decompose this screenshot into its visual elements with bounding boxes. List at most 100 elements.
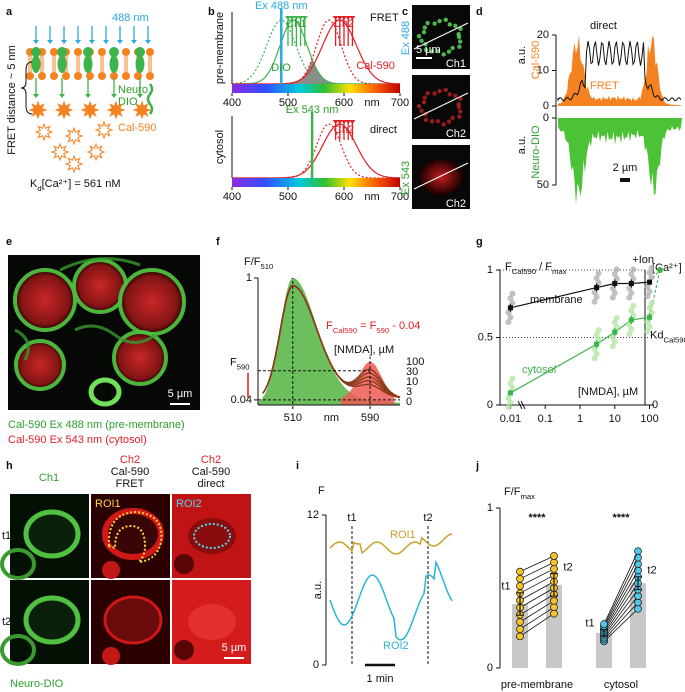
cell — [118, 268, 186, 336]
dye-molecule — [132, 100, 152, 120]
cell — [23, 509, 81, 559]
dye-molecule — [64, 126, 84, 146]
label: a.u. — [516, 46, 528, 64]
excitation-arrow-head — [145, 40, 151, 44]
pair-line — [519, 581, 555, 601]
replicate — [611, 271, 618, 278]
data-point — [628, 317, 634, 323]
puncta — [437, 88, 442, 94]
puncta — [446, 49, 452, 54]
label-part: / F — [536, 261, 552, 273]
label: Ch2 — [334, 124, 354, 136]
lipid-head — [62, 72, 70, 80]
sensor-area — [258, 278, 400, 405]
cell — [419, 159, 463, 195]
y-tick-label: 0 — [487, 399, 493, 411]
puncta — [456, 102, 461, 107]
label: FRET — [590, 80, 619, 92]
puncta — [450, 45, 455, 51]
puncta — [458, 96, 463, 102]
x-tick-label: 0.01 — [500, 413, 521, 425]
label-part: Cal590 — [512, 267, 536, 276]
puncta — [450, 115, 455, 121]
cell — [13, 268, 77, 332]
cell-ring — [88, 377, 122, 407]
label: FRET — [370, 12, 399, 24]
replicate — [550, 609, 558, 618]
x-tick-label: 500 — [279, 97, 297, 109]
replicate — [593, 294, 600, 300]
cell — [102, 647, 120, 665]
x-tick-label: 100 — [640, 413, 658, 425]
puncta — [429, 49, 435, 54]
y-tick-label: 1 — [487, 264, 493, 276]
puncta — [421, 100, 427, 105]
replicate — [644, 283, 651, 290]
puncta — [423, 47, 429, 53]
excitation-arrow-head — [89, 40, 95, 44]
label-part: Cal590 — [663, 335, 685, 344]
series-label: t2 — [563, 562, 572, 574]
replicate — [613, 314, 620, 321]
label: direct — [370, 124, 397, 136]
x-tick-label: 600 — [335, 97, 353, 109]
sensor-head — [31, 47, 41, 57]
replicate — [646, 304, 653, 311]
label: F/F510 — [244, 256, 273, 271]
scale-bar — [620, 178, 630, 182]
pair-line — [603, 563, 639, 629]
cell — [102, 561, 120, 579]
replicate — [600, 620, 608, 629]
puncta — [457, 114, 462, 119]
x-tick-label: 10 — [609, 413, 621, 425]
lipid-head — [86, 72, 94, 80]
replicate — [507, 399, 514, 406]
y-tick-label: 50 — [537, 179, 549, 191]
label-part: F — [230, 357, 237, 369]
replicate — [634, 553, 642, 562]
data-point — [612, 281, 618, 286]
filter-band-head — [336, 120, 343, 124]
sensor — [135, 55, 145, 73]
axis-break — [520, 400, 526, 410]
panel-letter: b — [208, 6, 215, 18]
label-part: = F — [357, 320, 377, 332]
profile-line — [413, 92, 469, 120]
panel-letter: h — [6, 460, 13, 472]
label: [NMDA], µM — [578, 386, 638, 398]
replicate — [648, 300, 655, 307]
lipid-head — [122, 48, 130, 56]
puncta — [457, 44, 462, 49]
fret-arrow-head — [137, 94, 143, 98]
profile-line — [413, 22, 469, 50]
puncta — [457, 109, 463, 114]
replicate — [595, 270, 602, 277]
replicate — [628, 326, 635, 333]
label: [NMDA], µM — [334, 344, 394, 356]
label-part: Kd — [650, 329, 663, 341]
puncta — [441, 52, 446, 57]
cell — [102, 508, 164, 560]
bar — [546, 584, 562, 668]
label-part: max — [552, 267, 567, 276]
bar — [596, 632, 612, 668]
ion-point — [657, 267, 663, 273]
x-tick-label: 400 — [223, 97, 241, 109]
replicate — [634, 560, 642, 568]
replicate — [591, 298, 598, 305]
cell — [14, 339, 66, 391]
label: F/Fmax — [504, 486, 535, 501]
sensor — [109, 55, 119, 73]
label: 1 min — [367, 673, 394, 685]
series-label: t2 — [647, 565, 656, 577]
label: Cal-590 — [356, 60, 395, 72]
label-part: F — [505, 261, 512, 273]
axis-break — [517, 400, 523, 410]
lipid-head — [38, 72, 46, 80]
filter-band-head — [341, 16, 347, 20]
spectrum-bar — [232, 178, 400, 187]
column-header: direct — [198, 478, 225, 490]
label: Ex 488 nm — [255, 0, 308, 12]
label: **** — [528, 512, 546, 524]
